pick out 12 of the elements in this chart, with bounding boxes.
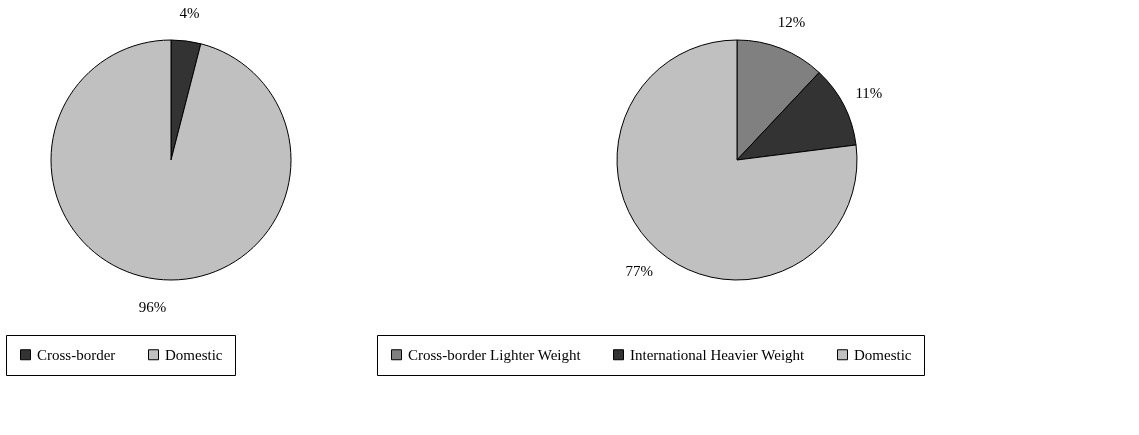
data-label: 12% bbox=[777, 14, 806, 31]
pie-slice bbox=[50, 39, 292, 281]
legend-label: Domestic bbox=[165, 346, 223, 363]
legend-label: International Heavier Weight bbox=[630, 346, 806, 363]
data-label: 96% bbox=[138, 298, 167, 315]
data-label: 11% bbox=[855, 84, 883, 101]
pie-slice bbox=[616, 39, 858, 281]
data-label: 77% bbox=[625, 263, 653, 280]
legend-label: Domestic bbox=[854, 346, 912, 363]
data-label: 4% bbox=[179, 5, 200, 22]
legend-label: Cross-border Lighter Weight bbox=[408, 346, 582, 363]
legend-label: Cross-border bbox=[37, 346, 116, 363]
